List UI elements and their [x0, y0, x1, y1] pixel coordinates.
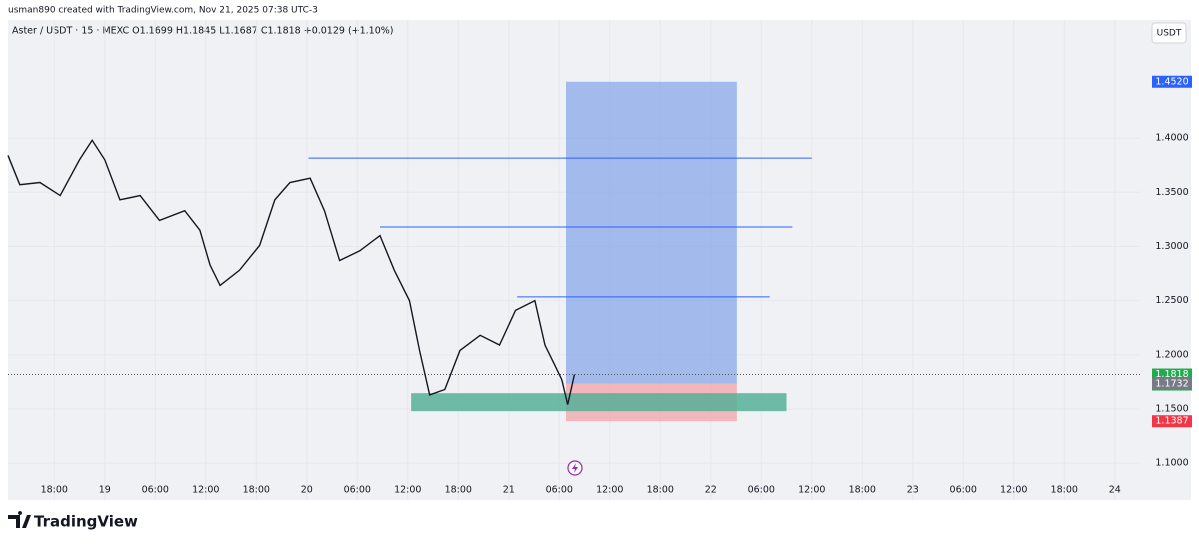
x-tick-label: 19 [99, 485, 111, 496]
y-tick-label: 1.3500 [1155, 187, 1188, 198]
x-tick-label: 06:00 [950, 485, 977, 496]
x-tick-label: 18:00 [41, 485, 68, 496]
x-tick-label: 12:00 [1000, 485, 1027, 496]
x-tick-label: 21 [503, 485, 515, 496]
currency-button-label[interactable]: USDT [1157, 29, 1182, 39]
price-label: 1.4520 [1155, 76, 1188, 87]
x-tick-label: 24 [1109, 485, 1121, 496]
x-tick-label: 06:00 [344, 485, 371, 496]
y-tick-label: 1.2000 [1155, 349, 1188, 360]
price-label: 1.1387 [1155, 416, 1188, 427]
support-zone [411, 393, 787, 412]
target-zone [566, 81, 737, 384]
x-tick-label: 12:00 [798, 485, 825, 496]
x-tick-label: 22 [705, 485, 717, 496]
x-tick-label: 23 [907, 485, 919, 496]
x-tick-label: 18:00 [243, 485, 270, 496]
y-tick-label: 1.4000 [1155, 133, 1188, 144]
x-tick-label: 20 [301, 485, 313, 496]
header: usman890 created with TradingView.com, N… [8, 6, 318, 16]
legend-text: Aster / USDT · 15 · MEXC O1.1699 H1.1845… [12, 26, 394, 37]
logo-mark [8, 511, 31, 528]
x-tick-label: 12:00 [192, 485, 219, 496]
y-tick-label: 1.1500 [1155, 403, 1188, 414]
x-tick-label: 18:00 [647, 485, 674, 496]
logo: TradingView [8, 511, 138, 531]
x-tick-label: 12:00 [596, 485, 623, 496]
price-line [7, 138, 576, 405]
price-label-bg [1152, 75, 1192, 88]
y-tick-label: 1.2500 [1155, 295, 1188, 306]
price-label: 1.1732 [1155, 378, 1188, 389]
price-label-bg [1152, 377, 1192, 390]
y-tick-label: 1.3000 [1155, 241, 1188, 252]
price-label-bg [1152, 415, 1192, 428]
x-tick-label: 06:00 [546, 485, 573, 496]
x-tick-label: 06:00 [748, 485, 775, 496]
currency-button[interactable] [1151, 22, 1187, 44]
x-tick-label: 18:00 [1051, 485, 1078, 496]
x-tick-label: 06:00 [142, 485, 169, 496]
x-tick-label: 12:00 [394, 485, 421, 496]
logo-text: TradingView [34, 513, 138, 531]
price-label: 1.1818 [1155, 369, 1188, 380]
y-tick-label: 1.1000 [1155, 458, 1188, 469]
event-icon-bolt [572, 463, 578, 473]
x-tick-label: 18:00 [849, 485, 876, 496]
x-tick-label: 18:00 [445, 485, 472, 496]
